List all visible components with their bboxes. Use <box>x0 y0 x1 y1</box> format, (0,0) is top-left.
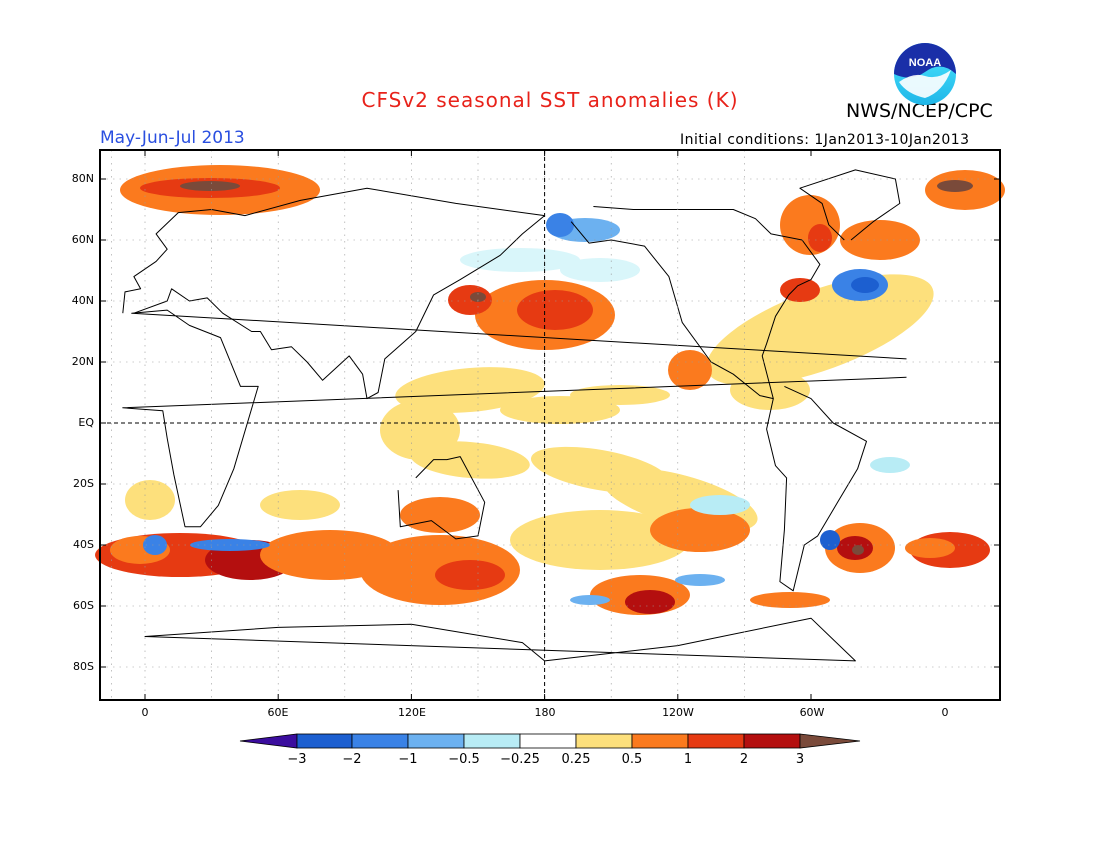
colorbar-label: −0.25 <box>500 752 540 767</box>
lon-label: 60W <box>799 706 825 719</box>
logo-text: NOAA <box>909 57 941 69</box>
lat-label: EQ <box>78 416 94 429</box>
map-frame <box>99 149 1001 701</box>
colorbar-label: 3 <box>795 752 805 767</box>
initial-conditions-label: Initial conditions: 1Jan2013-10Jan2013 <box>680 132 970 148</box>
lat-label: 40N <box>71 294 94 307</box>
lat-label: 40S <box>73 538 94 551</box>
lat-label: 60N <box>71 233 94 246</box>
lat-label: 80S <box>73 660 94 673</box>
colorbar <box>239 733 861 749</box>
lon-label: 60E <box>267 706 289 719</box>
colorbar-label: −0.5 <box>448 752 480 767</box>
lon-label: 0 <box>941 706 949 719</box>
lat-label: 80N <box>71 172 94 185</box>
colorbar-label: −2 <box>342 752 362 767</box>
lat-label: 60S <box>73 599 94 612</box>
continent-outlines <box>122 169 907 662</box>
map-title: CFSv2 seasonal SST anomalies (K) <box>361 88 739 112</box>
colorbar-label: 2 <box>739 752 749 767</box>
colorbar-label: 0.25 <box>561 752 591 767</box>
colorbar-label: −1 <box>398 752 418 767</box>
anomaly-fields <box>95 165 1005 615</box>
noaa-logo: NOAA <box>894 43 956 105</box>
colorbar-label: −3 <box>287 752 307 767</box>
lon-label: 120W <box>662 706 694 719</box>
lon-label: 0 <box>141 706 149 719</box>
lat-label: 20N <box>71 355 94 368</box>
colorbar-label: 1 <box>683 752 693 767</box>
lon-label: 180 <box>534 706 556 719</box>
axis-ticks <box>100 150 1000 700</box>
lat-label: 20S <box>73 477 94 490</box>
lon-label: 120E <box>398 706 426 719</box>
colorbar-label: 0.5 <box>621 752 643 767</box>
season-label: May-Jun-Jul 2013 <box>100 128 245 148</box>
agency-label: NWS/NCEP/CPC <box>846 100 993 122</box>
graticule <box>100 150 1000 700</box>
